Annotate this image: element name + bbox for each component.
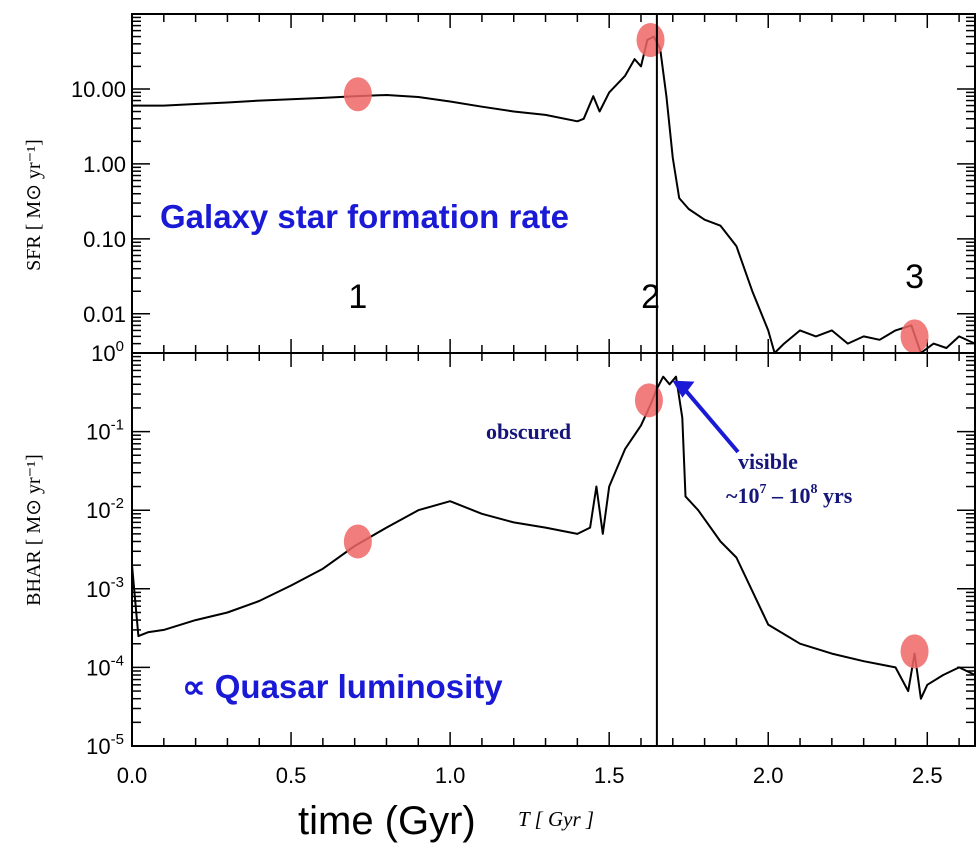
duration-annotation-base1: ~10 [726, 483, 759, 508]
bhar-ytick-label-base: 10 [86, 420, 110, 445]
sfr-highlight-marker [900, 319, 929, 354]
sfr-axis-label: SFR [ M⊙ yr⁻¹] [23, 139, 45, 271]
sfr-ytick-label: 1.00 [83, 152, 126, 177]
bhar-highlight-marker [900, 634, 929, 669]
obscured-annotation: obscured [486, 419, 571, 444]
duration-annotation-sup2: 8 [810, 482, 817, 497]
x-tick-label: 1.5 [594, 763, 625, 788]
sfr-highlight-marker [636, 22, 665, 57]
visible-annotation: visible [738, 449, 798, 474]
bhar-series-line [131, 375, 976, 700]
bhar-ytick-label-base: 10 [86, 655, 110, 680]
duration-annotation: ~107 – 108 yrs [726, 482, 853, 508]
bhar-axis-label: BHAR [ M⊙ yr⁻¹] [23, 454, 45, 606]
bhar-ytick-label-exp: -5 [111, 731, 124, 748]
bhar-highlight-marker [634, 383, 663, 418]
x-tick-label: 2.5 [912, 763, 943, 788]
bhar-ytick-label-exp: -1 [111, 417, 124, 434]
sfr-ytick-label: 10.00 [71, 77, 126, 102]
bhar-ytick-label: 10-1 [86, 417, 124, 445]
sfr-panel: 0.01 0.10 1.00 10.00 1 2 3 [71, 13, 976, 354]
duration-annotation-mid: – 10 [766, 483, 810, 508]
x-axis-label: T [ Gyr ] [518, 807, 594, 831]
x-tick-label: 1.0 [435, 763, 466, 788]
duration-annotation-sup1: 7 [759, 482, 766, 497]
bhar-ytick-label-exp: 0 [116, 338, 124, 355]
sfr-highlight-marker [343, 77, 372, 112]
bhar-ytick-label-exp: -2 [111, 495, 124, 512]
bhar-highlight-marker [343, 524, 372, 559]
bhar-ytick-label-exp: -3 [111, 574, 124, 591]
bottom-caption: time (Gyr) [298, 799, 476, 843]
bhar-ytick-label: 10-3 [86, 574, 124, 602]
phase-label: 1 [348, 278, 367, 316]
bhar-ytick-label-exp: -4 [111, 652, 124, 669]
x-tick-label: 0.5 [276, 763, 307, 788]
visible-arrow-shaft [680, 385, 740, 454]
duration-annotation-tail: yrs [817, 483, 852, 508]
x-tick-label: 0.0 [117, 763, 148, 788]
bhar-ytick-label: 10-2 [86, 495, 124, 523]
bhar-ytick-label: 10-4 [86, 652, 124, 680]
phase-label: 2 [641, 278, 660, 316]
sfr-ytick-label: 0.01 [83, 302, 126, 327]
bhar-ytick-label-base: 10 [86, 577, 110, 602]
bhar-ytick-label-base: 10 [86, 734, 110, 759]
bhar-plot-frame [131, 352, 976, 747]
bhar-ytick-label-base: 10 [91, 341, 115, 366]
bhar-ytick-label: 10-5 [86, 731, 124, 759]
bhar-annotation: ∝ Quasar luminosity [182, 668, 503, 705]
bhar-ytick-label-base: 10 [86, 498, 110, 523]
x-tick-label: 2.0 [753, 763, 784, 788]
bhar-ytick-label: 100 [91, 338, 124, 366]
visible-arrow-head [672, 380, 695, 398]
sfr-annotation: Galaxy star formation rate [160, 198, 569, 235]
phase-label: 3 [905, 258, 924, 296]
bhar-panel: 0.0 0.5 1.0 1.5 2.0 2.510010-110-210-310-410-… [86, 338, 976, 788]
sfr-ytick-label: 0.10 [83, 227, 126, 252]
